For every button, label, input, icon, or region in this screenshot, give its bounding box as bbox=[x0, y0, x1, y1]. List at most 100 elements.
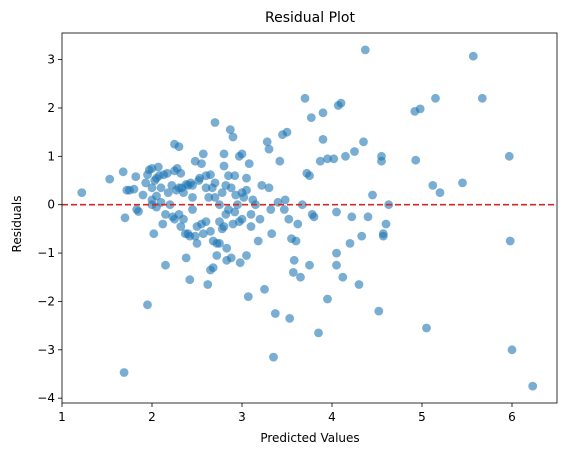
y-tick-label: −1 bbox=[37, 246, 55, 260]
scatter-point bbox=[242, 173, 251, 183]
scatter-point bbox=[275, 156, 285, 166]
scatter-point bbox=[505, 236, 515, 246]
scatter-point bbox=[188, 205, 197, 214]
scatter-point bbox=[267, 229, 277, 239]
scatter-point bbox=[190, 231, 200, 241]
scatter-point bbox=[131, 172, 141, 182]
scatter-point bbox=[147, 183, 157, 193]
y-tick-label: −4 bbox=[37, 391, 55, 405]
scatter-point bbox=[285, 314, 295, 323]
scatter-point bbox=[279, 205, 289, 214]
scatter-point bbox=[269, 352, 278, 362]
scatter-point bbox=[378, 231, 388, 241]
scatter-point bbox=[134, 207, 143, 216]
y-axis-label: Residuals bbox=[10, 196, 24, 253]
scatter-point bbox=[246, 222, 256, 231]
scatter-point bbox=[323, 294, 332, 304]
y-tick-label: 0 bbox=[47, 198, 55, 212]
scatter-point bbox=[336, 98, 346, 108]
scatter-point bbox=[226, 183, 236, 193]
scatter-point bbox=[477, 93, 487, 103]
scatter-point bbox=[201, 183, 211, 193]
scatter-point bbox=[105, 174, 115, 184]
scatter-point bbox=[228, 132, 238, 142]
scatter-point bbox=[318, 135, 328, 144]
scatter-point bbox=[181, 253, 191, 263]
scatter-point bbox=[297, 200, 307, 210]
scatter-point bbox=[210, 178, 220, 188]
scatter-point bbox=[260, 284, 269, 294]
scatter-point bbox=[206, 226, 215, 236]
scatter-point bbox=[332, 207, 341, 217]
x-tick-label: 1 bbox=[58, 410, 66, 424]
scatter-point bbox=[329, 154, 339, 164]
scatter-point bbox=[332, 248, 341, 258]
scatter-point bbox=[264, 183, 274, 193]
y-tick-label: 2 bbox=[47, 101, 55, 115]
scatter-point bbox=[309, 212, 319, 222]
scatter-point bbox=[296, 272, 305, 282]
scatter-point bbox=[255, 214, 265, 224]
scatter-point bbox=[280, 195, 290, 205]
scatter-point bbox=[188, 181, 197, 190]
scatter-point bbox=[411, 155, 421, 165]
x-tick-label: 4 bbox=[328, 410, 336, 424]
scatter-point bbox=[504, 151, 514, 161]
scatter-point bbox=[143, 300, 152, 310]
plot-frame bbox=[61, 32, 558, 404]
scatter-point bbox=[198, 229, 208, 239]
scatter-point bbox=[129, 184, 139, 194]
scatter-point bbox=[163, 188, 173, 198]
x-axis-label: Predicted Values bbox=[260, 431, 359, 445]
scatter-point bbox=[225, 125, 235, 135]
scatter-point bbox=[262, 137, 272, 147]
scatter-point bbox=[230, 207, 240, 217]
x-tick-label: 6 bbox=[508, 410, 516, 424]
scatter-points bbox=[77, 45, 538, 391]
scatter-point bbox=[341, 151, 350, 161]
scatter-point bbox=[230, 171, 240, 181]
scatter-point bbox=[242, 185, 251, 195]
scatter-point bbox=[435, 188, 445, 198]
scatter-point bbox=[208, 263, 218, 272]
scatter-point bbox=[354, 280, 364, 289]
scatter-point bbox=[264, 144, 274, 154]
scatter-point bbox=[237, 149, 247, 159]
scatter-point bbox=[345, 239, 355, 248]
scatter-point bbox=[270, 309, 280, 318]
scatter-point bbox=[305, 260, 314, 270]
scatter-point bbox=[528, 381, 538, 391]
scatter-point bbox=[215, 239, 224, 248]
y-tick-label: −2 bbox=[37, 294, 55, 308]
scatter-point bbox=[185, 275, 195, 285]
scatter-point bbox=[226, 253, 236, 263]
scatter-point bbox=[415, 104, 425, 114]
scatter-point bbox=[368, 190, 377, 200]
scatter-point bbox=[338, 272, 348, 282]
scatter-point bbox=[315, 156, 325, 166]
scatter-point bbox=[282, 127, 292, 137]
scatter-point bbox=[188, 193, 197, 202]
scatter-point bbox=[458, 178, 467, 188]
scatter-point bbox=[203, 280, 213, 289]
scatter-point bbox=[217, 188, 227, 198]
scatter-point bbox=[176, 222, 186, 231]
scatter-point bbox=[266, 205, 276, 214]
scatter-point bbox=[158, 219, 168, 229]
scatter-point bbox=[428, 181, 438, 190]
scatter-point bbox=[204, 193, 214, 202]
scatter-point bbox=[120, 213, 130, 223]
scatter-point bbox=[224, 171, 233, 181]
scatter-point bbox=[210, 118, 220, 127]
scatter-point bbox=[318, 108, 328, 118]
scatter-point bbox=[239, 193, 249, 202]
scatter-point bbox=[198, 149, 208, 159]
scatter-point bbox=[374, 306, 384, 316]
scatter-point bbox=[237, 214, 247, 224]
scatter-point bbox=[288, 268, 298, 277]
y-axis: −4 −3 −2 −1 0 1 2 3 bbox=[37, 53, 62, 405]
scatter-point bbox=[138, 190, 148, 200]
scatter-point bbox=[305, 171, 314, 181]
scatter-point bbox=[246, 210, 256, 219]
